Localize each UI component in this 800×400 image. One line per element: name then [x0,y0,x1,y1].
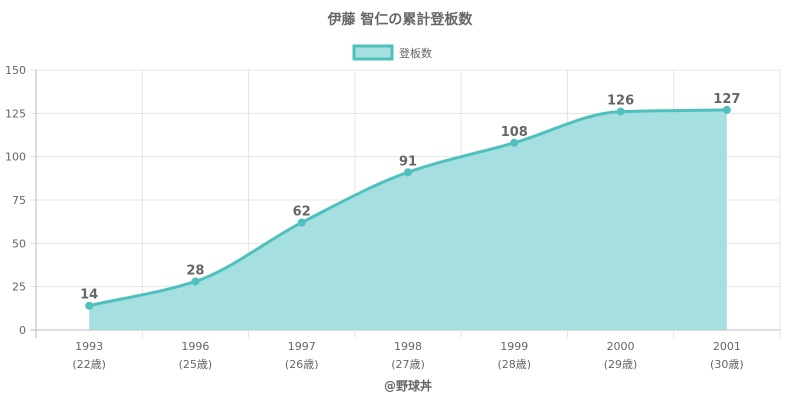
data-labels: 14 28 62 91 108 126 127 [80,92,740,303]
x-tick-sublabel: (28歳) [497,358,531,371]
x-tick-sublabel: (30歳) [710,358,744,371]
x-tick-label: 1996 [181,340,209,353]
plot-area [88,108,727,330]
legend[interactable]: 登板数 [352,44,432,61]
x-tick-label: 1998 [394,340,422,353]
x-tick-sublabel: (22歳) [72,358,106,371]
data-label: 62 [293,205,311,220]
x-tick-sublabel: (29歳) [604,358,638,371]
legend-label: 登板数 [399,46,432,60]
y-axis-ticks: 0 25 50 75 100 125 150 [5,64,26,337]
y-tick-label: 75 [12,194,26,207]
data-point [404,168,412,177]
data-label: 127 [713,92,740,107]
data-label: 91 [399,154,417,169]
y-tick-label: 125 [5,107,26,120]
data-label: 108 [501,125,528,140]
y-tick-label: 0 [19,324,26,337]
data-label: 14 [80,288,98,303]
y-tick-label: 150 [5,64,26,77]
data-label: 126 [607,94,634,109]
data-point [722,105,731,114]
data-point [191,277,200,286]
area-fill [89,109,727,330]
chart-title: 伊藤 智仁の累計登板数 [327,11,474,28]
data-point [510,138,519,147]
data-label: 28 [186,263,204,278]
x-tick-label: 1999 [500,340,528,353]
x-tick-label: 2001 [713,340,741,353]
legend-swatch [352,44,394,61]
x-tick-label: 1997 [288,340,316,353]
x-tick-label: 2000 [607,340,635,353]
x-axis-label: @野球丼 [384,378,432,393]
data-points [85,105,731,310]
y-tick-label: 25 [12,281,26,294]
data-point [297,218,306,227]
x-tick-sublabel: (27歳) [391,358,425,371]
data-point [85,301,94,310]
y-tick-label: 100 [5,151,26,164]
x-tick-label: 1993 [75,340,103,353]
x-axis-ticks: 1993 (22歳) 1996 (25歳) 1997 (26歳) 1998 (27歳) 1999… [72,340,743,371]
x-tick-sublabel: (26歳) [285,358,319,371]
y-tick-label: 50 [12,237,26,250]
data-point [616,107,625,116]
x-tick-sublabel: (25歳) [179,358,213,371]
